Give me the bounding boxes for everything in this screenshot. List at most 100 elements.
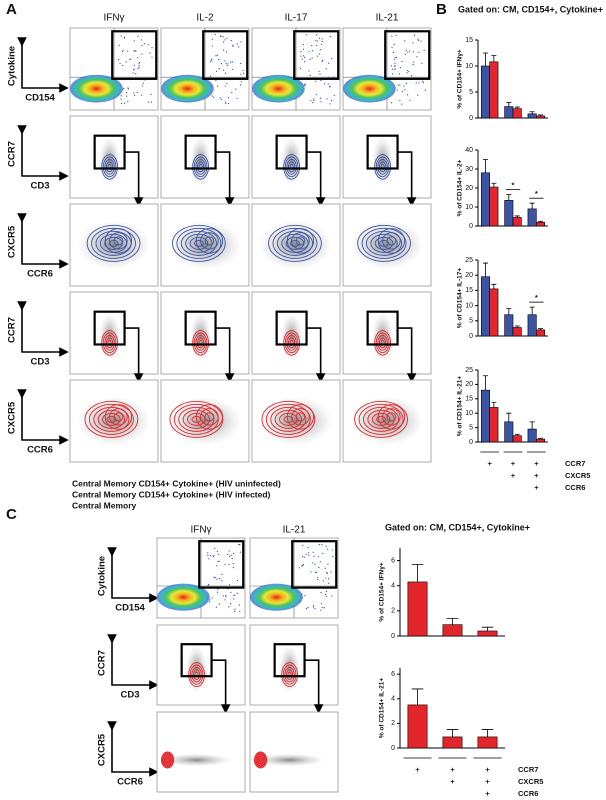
contour [196, 337, 205, 349]
event-dot [409, 50, 411, 52]
bar [512, 327, 522, 337]
bar [527, 314, 537, 337]
error-bar [446, 729, 459, 737]
contour [361, 227, 407, 259]
event-dot [406, 72, 408, 74]
event-dot [239, 551, 241, 553]
event-dot [122, 64, 124, 67]
event-dot [214, 547, 216, 549]
error-bar [538, 114, 544, 116]
y-axis-label: CCR7 [7, 317, 18, 343]
marker-sign: + [450, 765, 455, 774]
contour [109, 232, 128, 250]
event-dot [421, 62, 423, 65]
background-blob [254, 753, 325, 767]
bar [489, 407, 499, 443]
event-dot [118, 44, 120, 46]
contour [102, 332, 117, 354]
contour [105, 161, 114, 173]
event-dot [216, 578, 218, 580]
event-dot [126, 95, 128, 97]
bar [512, 108, 522, 119]
contour [371, 412, 391, 426]
event-dot [243, 72, 245, 74]
event-dot [215, 606, 217, 608]
error-bar [514, 433, 520, 436]
event-dot [399, 67, 401, 69]
event-dot [134, 50, 136, 52]
event-dot [321, 40, 323, 43]
x-axis-label: CD3 [30, 181, 49, 192]
y-tick-label: 2 [391, 608, 395, 615]
event-dot [326, 595, 328, 597]
marker-sign: + [487, 459, 492, 468]
contour [204, 412, 215, 422]
contour [109, 408, 128, 426]
contour [290, 239, 300, 247]
event-dot [320, 591, 322, 594]
event-dot [230, 554, 232, 556]
bar [489, 61, 499, 119]
event-dot [226, 64, 228, 67]
event-dot [125, 91, 128, 94]
contour [295, 236, 306, 246]
event-dot [141, 85, 144, 87]
event-dot [228, 550, 230, 552]
contour [367, 409, 395, 429]
column-header: IFNγ [103, 13, 124, 24]
bar [512, 435, 522, 443]
event-dot [135, 73, 137, 75]
background-blob [281, 136, 303, 186]
contour [377, 335, 388, 351]
event-dot [231, 91, 233, 93]
contour [287, 161, 296, 173]
gate-arrow [215, 327, 235, 383]
marker-name: CCR6 [518, 789, 538, 798]
y-axis-label: CXCR5 [7, 401, 18, 434]
event-dot [328, 582, 330, 584]
event-dot [305, 553, 307, 555]
error-bar [491, 283, 497, 289]
bar [504, 200, 514, 227]
gate [111, 30, 158, 80]
event-dot [331, 57, 333, 60]
marker-name: CXCR5 [565, 471, 590, 480]
event-dot [233, 598, 235, 600]
event-dot [231, 61, 233, 63]
legend-entry: Central Memory [72, 500, 137, 510]
bar [527, 113, 537, 119]
y-axis-label: CXCR5 [97, 733, 108, 766]
contour [88, 403, 134, 435]
event-dot [224, 599, 226, 601]
bar [489, 186, 499, 227]
event-dot [401, 60, 403, 63]
contour [261, 400, 316, 438]
event-dot [217, 560, 219, 563]
error-bar [529, 421, 535, 430]
event-dot [143, 43, 146, 45]
event-dot [321, 38, 323, 40]
error-bar [529, 111, 535, 114]
event-dot [121, 50, 124, 53]
event-dot [321, 543, 323, 546]
event-dot [214, 577, 216, 579]
y-tick-label: 10 [465, 63, 473, 70]
event-dot [123, 36, 125, 38]
contour [200, 408, 219, 426]
event-dot [329, 103, 331, 105]
error-bar [529, 306, 535, 315]
contour [282, 664, 297, 685]
contour [204, 236, 215, 246]
event-dot [120, 35, 122, 37]
event-dot [207, 552, 209, 554]
event-dot [238, 543, 240, 546]
event-dot [317, 40, 319, 42]
contour [283, 154, 300, 180]
contour [195, 159, 206, 175]
background-blob [161, 753, 232, 767]
background-blob [186, 645, 208, 693]
event-dot [409, 99, 411, 101]
event-dot [227, 102, 230, 105]
event-dot [209, 75, 212, 78]
event-dot [417, 94, 419, 96]
